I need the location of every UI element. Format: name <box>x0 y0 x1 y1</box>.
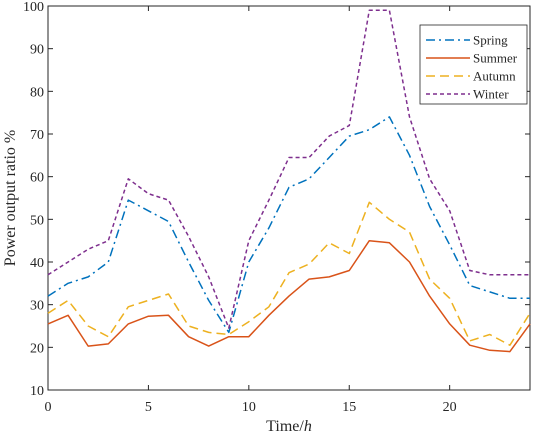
y-axis-ticks: 10 20 30 40 50 60 70 80 90 100 <box>23 0 530 399</box>
y-tick-label: 30 <box>30 299 44 314</box>
y-tick-label: 50 <box>30 213 44 228</box>
y-tick-label: 10 <box>30 384 44 399</box>
y-tick-label: 90 <box>30 43 44 58</box>
x-tick-label: 15 <box>342 400 356 415</box>
legend-label-autumn: Autumn <box>473 69 516 84</box>
y-tick-label: 60 <box>30 171 44 186</box>
series-layer <box>47 9 531 353</box>
x-axis-label: Time/h <box>266 418 312 435</box>
x-tick-label: 20 <box>443 400 457 415</box>
x-axis-label-unit: h <box>304 418 312 435</box>
series-line-winter <box>47 9 530 329</box>
series-line-spring <box>47 116 530 334</box>
y-tick-label: 100 <box>23 0 44 15</box>
y-tick-label: 20 <box>30 341 44 356</box>
legend-box <box>419 24 528 105</box>
y-tick-label: 40 <box>30 256 44 271</box>
x-tick-label: 0 <box>45 400 52 415</box>
legend-label-spring: Spring <box>473 33 508 48</box>
legend-label-summer: Summer <box>473 51 518 66</box>
legend-label-winter: Winter <box>473 87 509 102</box>
series-line-autumn <box>47 201 531 346</box>
x-tick-label: 10 <box>242 400 256 415</box>
x-axis-label-text: Time/ <box>266 418 304 435</box>
x-axis-ticks: 0 5 10 15 20 <box>45 6 457 415</box>
series-line-summer <box>47 239 531 353</box>
legend: Spring Summer Autumn Winter <box>419 24 528 105</box>
y-axis-label: Power output ratio % <box>2 130 19 266</box>
y-tick-label: 70 <box>30 128 44 143</box>
y-tick-label: 80 <box>30 85 44 100</box>
x-tick-label: 5 <box>145 400 152 415</box>
